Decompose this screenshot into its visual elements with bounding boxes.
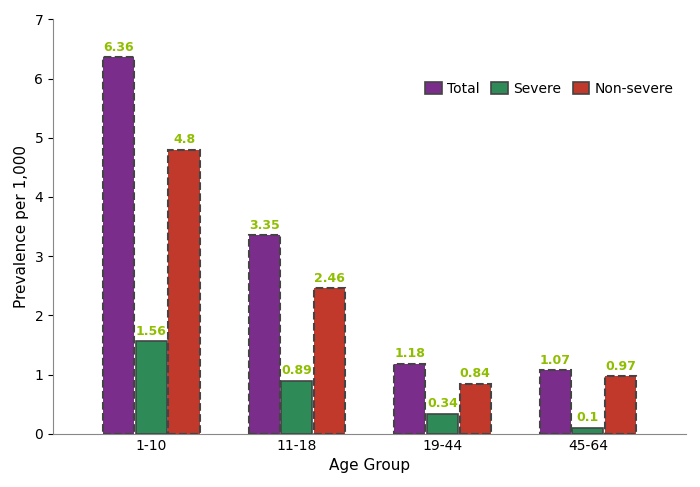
Y-axis label: Prevalence per 1,000: Prevalence per 1,000 bbox=[14, 145, 29, 308]
Text: 0.97: 0.97 bbox=[606, 360, 636, 373]
Text: 1.18: 1.18 bbox=[394, 347, 425, 360]
Bar bbox=[248, 235, 279, 434]
Text: 3.35: 3.35 bbox=[248, 219, 279, 232]
Bar bbox=[394, 364, 425, 434]
Bar bbox=[136, 341, 167, 434]
Bar bbox=[103, 57, 134, 434]
X-axis label: Age Group: Age Group bbox=[329, 458, 410, 473]
Bar bbox=[540, 371, 570, 434]
Text: 1.56: 1.56 bbox=[136, 325, 167, 338]
Text: 6.36: 6.36 bbox=[103, 41, 134, 54]
Bar bbox=[605, 376, 636, 434]
Bar bbox=[427, 413, 458, 434]
Bar bbox=[573, 428, 603, 434]
Bar bbox=[314, 288, 345, 434]
Bar bbox=[459, 384, 491, 434]
Bar bbox=[169, 150, 199, 434]
Text: 4.8: 4.8 bbox=[173, 133, 195, 146]
Legend: Total, Severe, Non-severe: Total, Severe, Non-severe bbox=[420, 76, 679, 101]
Text: 0.84: 0.84 bbox=[460, 367, 491, 380]
Bar bbox=[281, 381, 312, 434]
Text: 2.46: 2.46 bbox=[314, 272, 345, 284]
Text: 0.89: 0.89 bbox=[281, 364, 312, 377]
Text: 1.07: 1.07 bbox=[540, 354, 570, 367]
Text: 0.1: 0.1 bbox=[577, 411, 599, 424]
Text: 0.34: 0.34 bbox=[427, 397, 458, 410]
